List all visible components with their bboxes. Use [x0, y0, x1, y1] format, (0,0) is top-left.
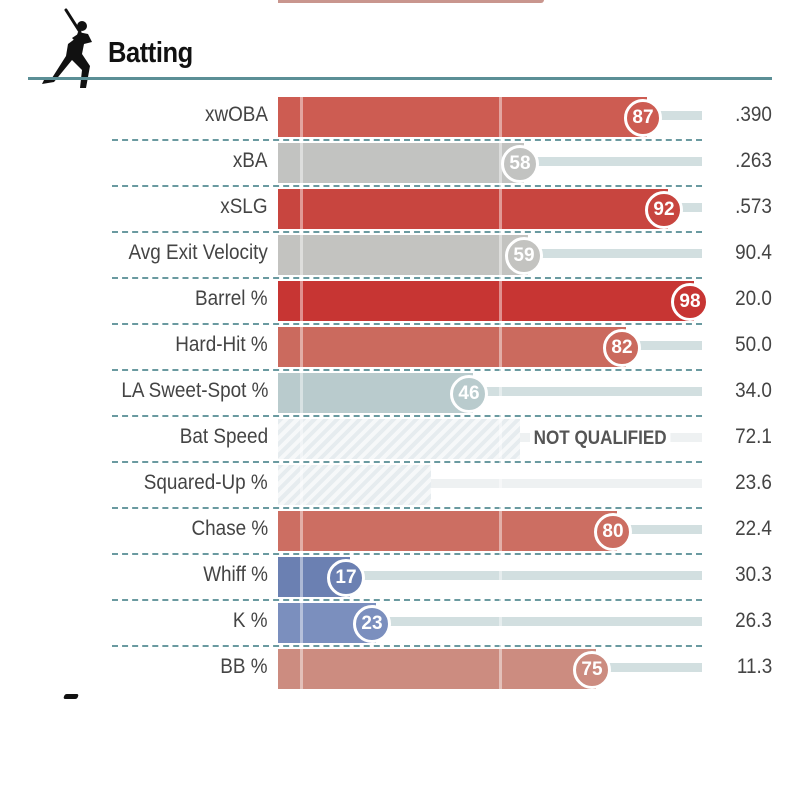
metric-value: 22.4	[735, 517, 772, 540]
metric-label: Hard-Hit %	[175, 333, 268, 356]
percentile-bar	[278, 143, 524, 183]
metric-row: Barrel % 98 20.0	[0, 279, 792, 325]
metric-row: xBA 58 .263	[0, 141, 792, 187]
row-divider	[112, 645, 702, 647]
percentile-bar	[278, 373, 473, 413]
percentile-bar	[278, 511, 617, 551]
percentile-badge: 17	[327, 559, 365, 597]
batter-silhouette-icon	[38, 8, 98, 88]
metric-value: 11.3	[736, 655, 772, 678]
metric-label: Squared-Up %	[144, 471, 268, 494]
percentile-badge: 82	[603, 329, 641, 367]
percentile-bar	[278, 281, 694, 321]
percentile-badge: 58	[501, 145, 539, 183]
metric-label: LA Sweet-Spot %	[120, 379, 268, 402]
batting-section-header: Batting	[0, 0, 792, 88]
row-divider	[112, 461, 702, 463]
percentile-badge: 23	[353, 605, 391, 643]
percentile-bar	[278, 327, 626, 367]
metric-value: .263	[735, 149, 772, 172]
percentile-bar	[278, 465, 431, 505]
metric-row: xwOBA 87 .390	[0, 95, 792, 141]
metric-label: xBA	[233, 149, 268, 172]
row-divider	[112, 507, 702, 509]
percentile-badge: 46	[450, 375, 488, 413]
percentile-badge: 59	[505, 237, 543, 275]
percentile-badge: 87	[624, 99, 662, 137]
percentile-badge: 92	[645, 191, 683, 229]
metric-label: xwOBA	[204, 103, 268, 126]
percentile-track	[278, 387, 702, 396]
percentile-badge: 80	[594, 513, 632, 551]
metric-row: Squared-Up % 23.6	[0, 463, 792, 509]
metric-value: 34.0	[735, 379, 772, 402]
previous-section-bar-stub	[278, 0, 544, 3]
gridline-left	[300, 95, 303, 690]
metric-value: 23.6	[735, 471, 772, 494]
metric-row: Chase % 80 22.4	[0, 509, 792, 555]
percentile-bar	[278, 97, 647, 137]
metric-label: xSLG	[220, 195, 268, 218]
metric-row: Avg Exit Velocity 59 90.4	[0, 233, 792, 279]
metric-value: 90.4	[735, 241, 772, 264]
metric-label: Whiff %	[203, 563, 268, 586]
percentile-bar	[278, 235, 528, 275]
row-divider	[112, 323, 702, 325]
metric-row: Hard-Hit % 82 50.0	[0, 325, 792, 371]
not-qualified-label: NOT QUALIFIED	[530, 428, 671, 450]
gridline-middle	[499, 95, 502, 690]
row-divider	[112, 599, 702, 601]
metric-value: 72.1	[735, 425, 772, 448]
row-divider	[112, 415, 702, 417]
metric-label: K %	[233, 609, 268, 632]
percentile-bar	[278, 649, 596, 689]
percentile-track	[278, 479, 702, 488]
header-rule	[28, 77, 772, 80]
metric-row: LA Sweet-Spot % 46 34.0	[0, 371, 792, 417]
section-title: Batting	[108, 37, 193, 69]
metric-value: 20.0	[735, 287, 772, 310]
row-divider	[112, 277, 702, 279]
percentile-bar	[278, 419, 520, 459]
metric-value: 26.3	[735, 609, 772, 632]
metric-row: BB % 75 11.3	[0, 647, 792, 693]
metric-label: Chase %	[191, 517, 268, 540]
metric-label: Avg Exit Velocity	[128, 241, 268, 264]
percentile-badge: 98	[671, 283, 709, 321]
row-divider	[112, 553, 702, 555]
metric-row: Whiff % 17 30.3	[0, 555, 792, 601]
metric-value: 30.3	[735, 563, 772, 586]
percentile-bar	[278, 189, 668, 229]
metric-row: xSLG 92 .573	[0, 187, 792, 233]
metric-row: K % 23 26.3	[0, 601, 792, 647]
metric-value: .573	[735, 195, 772, 218]
metric-label: Bat Speed	[179, 425, 268, 448]
row-divider	[112, 139, 702, 141]
percentile-badge: 75	[573, 651, 611, 689]
footer-fragment	[63, 694, 79, 699]
metric-value: .390	[735, 103, 772, 126]
row-divider	[112, 369, 702, 371]
percentile-track	[278, 617, 702, 626]
percentile-track	[278, 571, 702, 580]
row-divider	[112, 231, 702, 233]
metric-label: Barrel %	[195, 287, 268, 310]
row-divider	[112, 185, 702, 187]
metric-label: BB %	[220, 655, 268, 678]
metric-value: 50.0	[735, 333, 772, 356]
metric-row: Bat Speed NOT QUALIFIED 72.1	[0, 417, 792, 463]
